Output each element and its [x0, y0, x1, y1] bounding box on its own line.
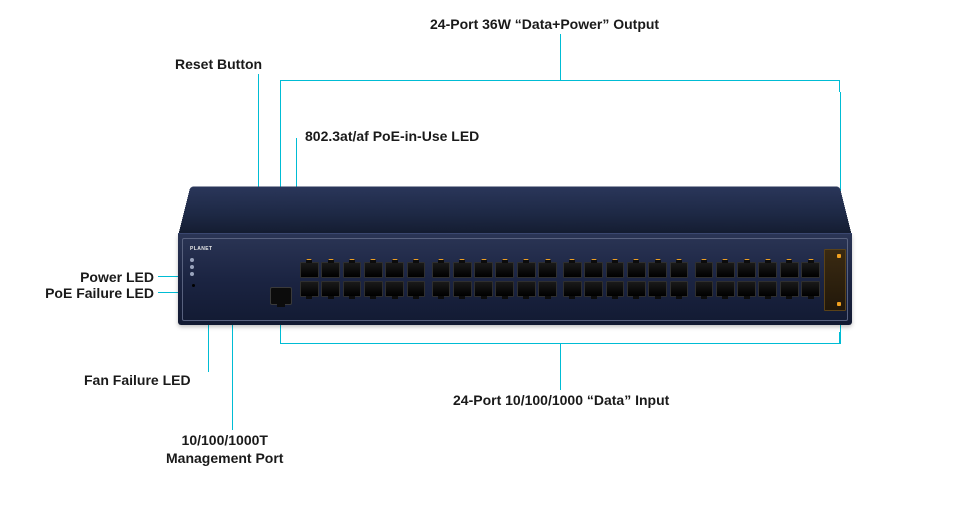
rj45-port — [737, 262, 756, 278]
port-group — [563, 246, 689, 314]
rj45-port — [343, 281, 362, 297]
label-data-input: 24-Port 10/100/1000 “Data” Input — [453, 392, 669, 410]
rj45-port — [648, 281, 667, 297]
rj45-port — [695, 262, 714, 278]
status-led-block: PLANET — [184, 242, 266, 318]
rj45-port — [453, 281, 472, 297]
switch-top-cover — [178, 187, 852, 236]
port-row-top — [432, 262, 558, 278]
callout-line — [560, 344, 561, 390]
callout-line — [560, 34, 561, 80]
poe-failure-led — [190, 265, 194, 269]
rj45-port — [758, 262, 777, 278]
rj45-port — [517, 262, 536, 278]
rj45-port — [364, 262, 383, 278]
diagram-canvas: 24-Port 36W “Data+Power” Output Reset Bu… — [0, 0, 976, 507]
fan-failure-led — [190, 272, 194, 276]
bracket-bottom — [280, 332, 840, 344]
reset-button — [192, 284, 195, 287]
rj45-port — [453, 262, 472, 278]
rj45-port — [407, 262, 426, 278]
rj45-port — [737, 281, 756, 297]
rj45-port — [321, 281, 340, 297]
callout-line — [232, 322, 233, 430]
rj45-port — [495, 281, 514, 297]
port-row-top — [563, 262, 689, 278]
port-row-bottom — [300, 281, 426, 297]
power-led — [190, 258, 194, 262]
port-group — [300, 246, 426, 314]
label-mgmt-port-l2: Management Port — [166, 450, 283, 466]
rj45-port — [474, 281, 493, 297]
rj45-port — [563, 281, 582, 297]
rj45-port — [670, 281, 689, 297]
label-mgmt-port-l1: 10/100/1000T — [182, 432, 268, 448]
port-group — [695, 246, 821, 314]
rj45-port — [670, 262, 689, 278]
port-row-top — [695, 262, 821, 278]
rj45-port — [584, 262, 603, 278]
label-top-output: 24-Port 36W “Data+Power” Output — [430, 16, 659, 34]
rj45-port — [407, 281, 426, 297]
rj45-port — [495, 262, 514, 278]
rj45-port — [695, 281, 714, 297]
status-leds — [190, 258, 194, 276]
label-reset: Reset Button — [175, 56, 262, 74]
rj45-port — [474, 262, 493, 278]
port-row-bottom — [695, 281, 821, 297]
port-row-bottom — [432, 281, 558, 297]
rj45-port — [758, 281, 777, 297]
rj45-port — [300, 281, 319, 297]
label-power-led: Power LED — [80, 269, 154, 287]
management-port — [270, 287, 292, 305]
switch-front-face: PLANET — [178, 233, 852, 325]
rj45-port — [716, 262, 735, 278]
rj45-port — [606, 281, 625, 297]
label-mgmt-port: 10/100/1000T Management Port — [166, 432, 283, 467]
rj45-port — [385, 281, 404, 297]
rj45-port — [432, 281, 451, 297]
rj45-port — [606, 262, 625, 278]
port-row-bottom — [563, 281, 689, 297]
rj45-port — [538, 262, 557, 278]
rj45-port — [300, 262, 319, 278]
rj45-port — [343, 262, 362, 278]
bracket-top — [280, 80, 840, 92]
brand-logo: PLANET — [190, 246, 212, 252]
rj45-port — [716, 281, 735, 297]
rj45-port — [801, 281, 820, 297]
right-indicator-block — [824, 249, 846, 311]
rj45-port — [517, 281, 536, 297]
rj45-port — [321, 262, 340, 278]
label-fan-fail-led: Fan Failure LED — [84, 372, 191, 390]
rj45-port — [385, 262, 404, 278]
label-poe-fail-led: PoE Failure LED — [45, 285, 154, 303]
port-row-top — [300, 262, 426, 278]
label-poe-led: 802.3at/af PoE-in-Use LED — [305, 128, 479, 146]
rj45-port — [432, 262, 451, 278]
rj45-port — [563, 262, 582, 278]
rj45-port — [627, 281, 646, 297]
rj45-port — [780, 262, 799, 278]
rj45-port — [648, 262, 667, 278]
rj45-port — [538, 281, 557, 297]
rj45-port — [584, 281, 603, 297]
rj45-port — [627, 262, 646, 278]
rj45-port — [801, 262, 820, 278]
rj45-port — [780, 281, 799, 297]
ports-area — [300, 246, 820, 314]
rj45-port — [364, 281, 383, 297]
port-group — [432, 246, 558, 314]
callout-line — [208, 318, 209, 372]
network-switch: PLANET — [178, 233, 852, 325]
mgmt-port-area — [266, 249, 296, 311]
